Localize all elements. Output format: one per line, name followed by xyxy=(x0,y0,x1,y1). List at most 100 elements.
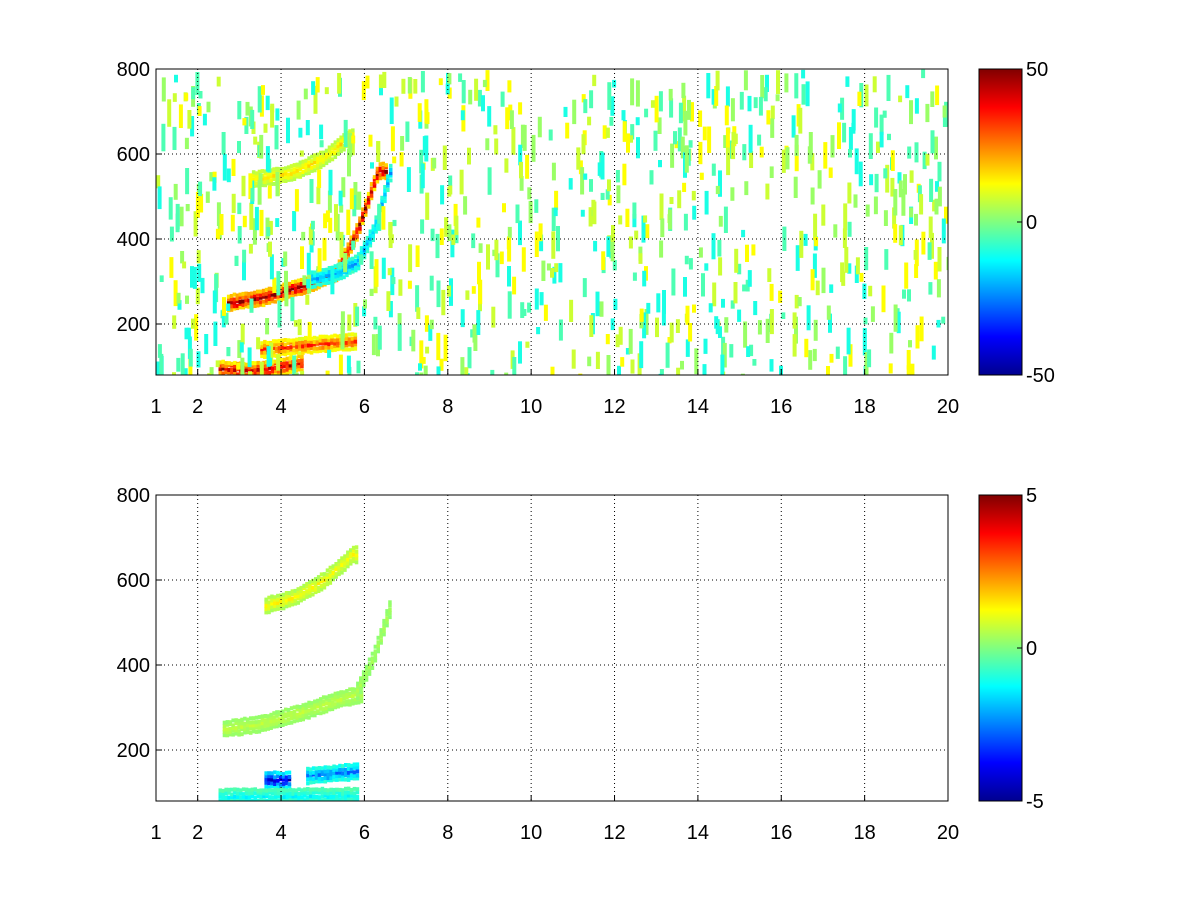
heatmap-cell-f0 xyxy=(302,290,307,295)
heatmap-cell-f2 xyxy=(364,664,369,669)
heatmap-cell-f2 xyxy=(382,625,386,630)
heatmap-cell-f3 xyxy=(221,371,225,375)
heatmap-cell-f1 xyxy=(273,601,277,606)
heatmap-cell-f5 xyxy=(254,802,258,806)
heatmap-cell-f0 xyxy=(349,235,353,240)
heatmap-cell-speckle xyxy=(778,290,783,303)
heatmap-cell-f0 xyxy=(336,704,340,709)
heatmap-cell-speckle xyxy=(182,261,187,269)
heatmap-cell-f0 xyxy=(342,696,346,701)
heatmap-cell-f2 xyxy=(272,170,276,175)
heatmap-cell-f0 xyxy=(240,717,244,722)
heatmap-cell-f1 xyxy=(365,238,370,243)
heatmap-cell-f0 xyxy=(333,697,338,702)
heatmap-cell-speckle xyxy=(522,309,527,316)
heatmap-cell-f1 xyxy=(383,192,387,197)
heatmap-cell-speckle xyxy=(415,245,420,267)
heatmap-cell-speckle xyxy=(817,170,822,189)
heatmap-cell-f4 xyxy=(286,348,290,353)
heatmap-cell-speckle xyxy=(925,103,930,123)
heatmap-cell-f4 xyxy=(309,343,314,348)
heatmap-cell-speckle xyxy=(276,354,281,371)
heatmap-cell-f5 xyxy=(349,788,354,792)
heatmap-cell-speckle xyxy=(763,87,768,102)
heatmap-cell-f0 xyxy=(237,718,241,723)
heatmap-cell-f5 xyxy=(297,798,301,801)
heatmap-cell-f0 xyxy=(313,710,317,715)
heatmap-cell-f1 xyxy=(276,603,280,608)
heatmap-cell-f2 xyxy=(330,157,335,162)
heatmap-cell-f1 xyxy=(311,585,315,590)
heatmap-cell-speckle xyxy=(712,282,717,307)
heatmap-cell-f4 xyxy=(317,769,322,774)
heatmap-cell-f3 xyxy=(287,777,292,782)
heatmap-cell-f0 xyxy=(355,230,359,235)
heatmap-cell-speckle xyxy=(742,284,747,292)
heatmap-cell-f4 xyxy=(314,775,319,780)
heatmap-cell-f1 xyxy=(264,607,268,611)
heatmap-cell-f2 xyxy=(367,657,372,662)
heatmap-cell-f1 xyxy=(351,548,356,553)
heatmap-cell-f1 xyxy=(284,595,289,599)
heatmap-cell-f1 xyxy=(313,270,317,275)
heatmap-cell-speckle xyxy=(451,234,456,245)
heatmap-cell-speckle xyxy=(259,209,264,237)
heatmap-cell-f4 xyxy=(346,777,351,782)
heatmap-cell-f4 xyxy=(329,778,333,783)
heatmap-cell-f0 xyxy=(264,294,269,299)
heatmap-cell-speckle xyxy=(618,215,623,225)
heatmap-cell-speckle xyxy=(231,158,236,176)
heatmap-cell-f0 xyxy=(222,733,227,738)
heatmap-cell-f0 xyxy=(381,161,385,166)
heatmap-cell-speckle xyxy=(609,116,614,126)
heatmap-cell-speckle xyxy=(441,289,446,316)
heatmap-cell-f4 xyxy=(277,349,282,354)
heatmap-cell-f1 xyxy=(349,551,353,556)
heatmap-cell-f1 xyxy=(316,282,320,287)
heatmap-cell-f5 xyxy=(247,791,252,796)
heatmap-cell-f0 xyxy=(313,702,317,707)
heatmap-cell-f0 xyxy=(269,719,273,724)
x-tick-label: 18 xyxy=(854,822,876,844)
heatmap-cell-f4 xyxy=(271,353,276,358)
heatmap-cell-f2 xyxy=(316,152,320,157)
heatmap-cell-f2 xyxy=(339,145,343,149)
heatmap-cell-f0 xyxy=(247,304,251,309)
colorbar-tick-label: 5 xyxy=(1026,485,1037,507)
heatmap-cell-f4 xyxy=(333,344,337,349)
bottom-colorbar-ticks: -505 xyxy=(1017,485,1044,813)
heatmap-cell-f5 xyxy=(291,788,295,793)
heatmap-cell-speckle xyxy=(733,282,738,304)
heatmap-cell-f2 xyxy=(292,177,297,181)
heatmap-cell-speckle xyxy=(930,91,935,107)
heatmap-cell-f0 xyxy=(229,294,234,298)
heatmap-cell-f2 xyxy=(266,175,270,180)
heatmap-cell-f1 xyxy=(324,281,329,285)
heatmap-cell-speckle xyxy=(893,224,898,243)
heatmap-cell-speckle xyxy=(864,247,869,271)
heatmap-cell-f5 xyxy=(291,794,295,799)
heatmap-cell-speckle xyxy=(197,263,202,282)
heatmap-cell-speckle xyxy=(915,325,920,349)
heatmap-cell-f5 xyxy=(282,795,287,799)
heatmap-cell-f2 xyxy=(307,163,311,168)
heatmap-cell-speckle xyxy=(721,298,725,308)
heatmap-cell-f0 xyxy=(372,175,377,180)
heatmap-cell-f5 xyxy=(279,787,284,792)
heatmap-cell-speckle xyxy=(580,209,585,217)
heatmap-cell-speckle xyxy=(184,137,189,150)
heatmap-cell-f2 xyxy=(388,603,392,608)
heatmap-cell-speckle xyxy=(769,309,774,335)
heatmap-cell-f1 xyxy=(324,277,329,282)
heatmap-cell-f0 xyxy=(355,237,359,242)
heatmap-cell-speckle xyxy=(377,203,382,231)
heatmap-cell-f0 xyxy=(333,702,338,707)
heatmap-cell-f4 xyxy=(341,764,345,769)
heatmap-cell-f4 xyxy=(309,771,313,775)
heatmap-cell-f0 xyxy=(310,713,314,718)
heatmap-cell-f1 xyxy=(296,590,300,595)
heatmap-cell-speckle xyxy=(485,138,490,151)
heatmap-cell-f1 xyxy=(302,594,306,599)
heatmap-cell-f5 xyxy=(285,795,290,799)
